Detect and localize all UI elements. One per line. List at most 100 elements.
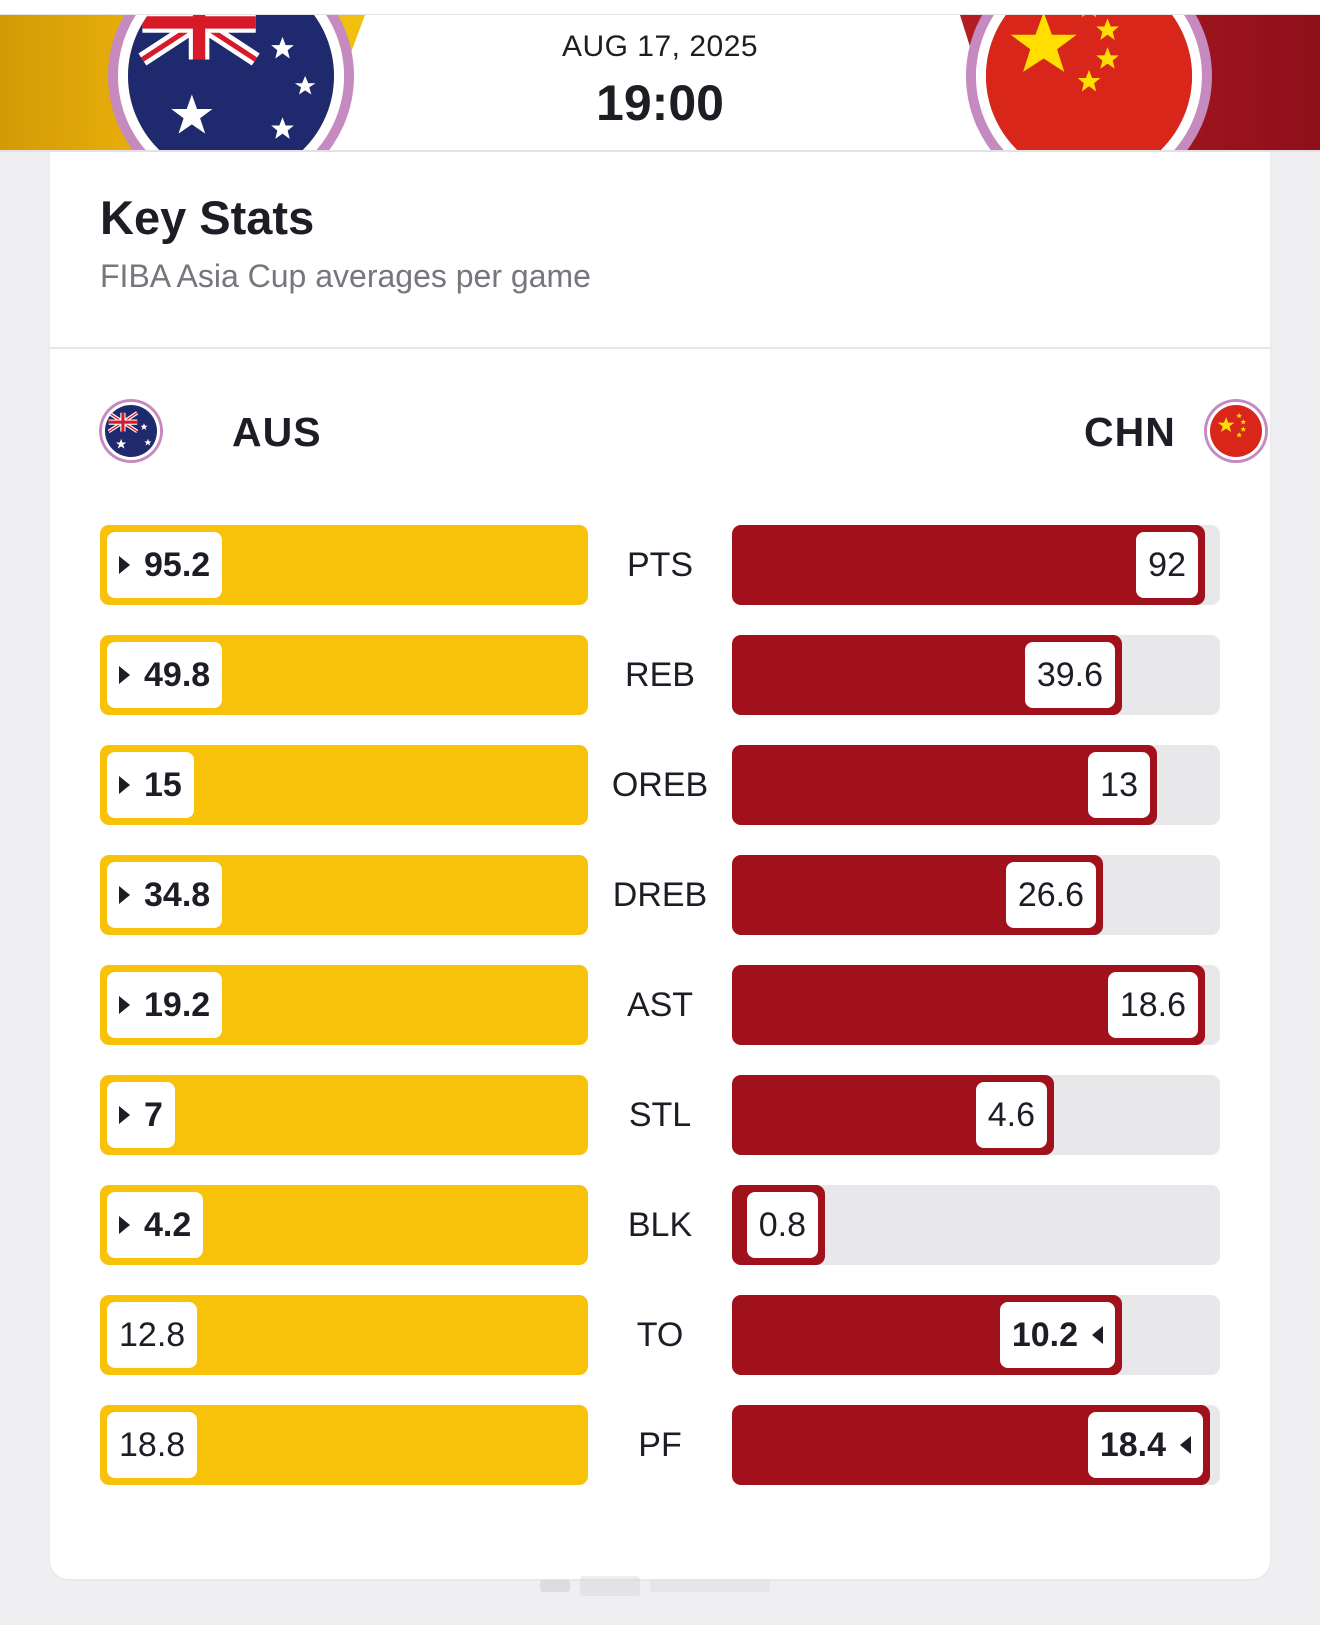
away-stat-bar: 10.2: [732, 1295, 1122, 1375]
stat-label: PF: [638, 1426, 682, 1464]
card-title: Key Stats: [100, 191, 315, 244]
home-stat-value: 18.8: [107, 1412, 198, 1478]
stat-label: AST: [626, 986, 694, 1024]
stat-label: TO: [636, 1316, 684, 1354]
home-stat-track: 18.8: [100, 1405, 588, 1485]
away-stat-bar: 4.6: [732, 1075, 1054, 1155]
home-stat-bar: 19.2: [100, 965, 588, 1045]
match-date: AUG 17, 2025: [561, 30, 759, 63]
stat-row-blk: 4.2 BLK 0.8: [50, 1185, 1270, 1265]
home-team-abbr: AUS: [232, 409, 322, 455]
home-stat-value: 12.8: [107, 1302, 198, 1368]
away-stat-value: 26.6: [1005, 862, 1096, 928]
home-stat-text: 18.8: [119, 1425, 186, 1464]
stat-row-reb: 49.8 REB 39.6: [50, 635, 1270, 715]
away-stat-track: 92: [732, 525, 1220, 605]
match-header: AUG 17, 2025 19:00: [0, 0, 1320, 152]
away-stat-text: 4.6: [987, 1095, 1035, 1134]
leader-caret-icon: [119, 886, 130, 904]
home-stat-bar: 18.8: [100, 1405, 588, 1485]
home-stat-value: 49.8: [107, 642, 223, 708]
home-stat-text: 34.8: [144, 875, 211, 914]
home-stat-value: 95.2: [107, 532, 223, 598]
away-stat-text: 18.6: [1119, 985, 1186, 1024]
stat-label: DREB: [612, 876, 708, 914]
home-stat-track: 34.8: [100, 855, 588, 935]
away-stat-value: 92: [1136, 532, 1198, 598]
away-stat-text: 10.2: [1011, 1315, 1078, 1354]
watermark-icon: [540, 1576, 770, 1596]
away-stat-track: 0.8: [732, 1185, 1220, 1265]
stat-row-pts: 95.2 PTS 92: [50, 525, 1270, 605]
card-subtitle: FIBA Asia Cup averages per game: [100, 258, 591, 294]
away-team-abbr: CHN: [1084, 409, 1176, 455]
away-team-header[interactable]: CHN: [1030, 402, 1266, 460]
home-stat-bar: 7: [100, 1075, 588, 1155]
leader-caret-icon: [119, 666, 130, 684]
stat-label: OREB: [611, 766, 709, 804]
stat-label: STL: [628, 1096, 692, 1134]
away-stat-text: 92: [1148, 545, 1186, 584]
home-stat-track: 12.8: [100, 1295, 588, 1375]
away-stat-value: 13: [1088, 752, 1150, 818]
away-stat-bar: 18.6: [732, 965, 1205, 1045]
divider: [50, 347, 1270, 349]
away-stat-track: 18.4: [732, 1405, 1220, 1485]
leader-caret-icon: [119, 776, 130, 794]
away-stat-track: 26.6: [732, 855, 1220, 935]
home-stat-bar: 4.2: [100, 1185, 588, 1265]
away-stat-text: 26.6: [1017, 875, 1084, 914]
home-stat-value: 7: [107, 1082, 175, 1148]
home-stat-bar: 34.8: [100, 855, 588, 935]
stat-row-stl: 7 STL 4.6: [50, 1075, 1270, 1155]
away-stat-value: 4.6: [975, 1082, 1047, 1148]
away-stat-track: 10.2: [732, 1295, 1220, 1375]
china-flag-icon[interactable]: [976, 0, 1202, 150]
away-stat-value: 18.6: [1107, 972, 1198, 1038]
away-stat-bar: 0.8: [732, 1185, 825, 1265]
away-stat-bar: 92: [732, 525, 1205, 605]
leader-caret-icon: [119, 1106, 130, 1124]
home-stat-bar: 12.8: [100, 1295, 588, 1375]
stat-row-dreb: 34.8 DREB 26.6: [50, 855, 1270, 935]
away-stat-text: 39.6: [1036, 655, 1103, 694]
home-stat-bar: 49.8: [100, 635, 588, 715]
australia-flag-icon: [102, 402, 160, 460]
home-stat-value: 34.8: [107, 862, 223, 928]
away-stat-text: 0.8: [758, 1205, 806, 1244]
stat-label: REB: [625, 656, 695, 694]
home-stat-text: 49.8: [144, 655, 211, 694]
stat-row-ast: 19.2 AST 18.6: [50, 965, 1270, 1045]
away-stat-value: 10.2: [999, 1302, 1115, 1368]
home-stat-track: 7: [100, 1075, 588, 1155]
away-stat-value: 39.6: [1024, 642, 1115, 708]
home-stat-text: 19.2: [144, 985, 211, 1024]
australia-flag-icon[interactable]: [118, 0, 344, 150]
away-stat-track: 13: [732, 745, 1220, 825]
away-stat-value: 0.8: [746, 1192, 818, 1258]
home-stat-track: 19.2: [100, 965, 588, 1045]
away-stat-bar: 39.6: [732, 635, 1122, 715]
home-stat-value: 19.2: [107, 972, 223, 1038]
away-stat-track: 4.6: [732, 1075, 1220, 1155]
away-stat-track: 18.6: [732, 965, 1220, 1045]
match-time: 19:00: [596, 75, 724, 131]
away-stat-bar: 18.4: [732, 1405, 1210, 1485]
leader-caret-icon: [119, 996, 130, 1014]
home-stat-text: 15: [144, 765, 182, 804]
stat-row-to: 12.8 TO 10.2: [50, 1295, 1270, 1375]
away-stat-value: 18.4: [1087, 1412, 1203, 1478]
leader-caret-icon: [119, 556, 130, 574]
home-stat-text: 12.8: [119, 1315, 186, 1354]
home-stat-text: 95.2: [144, 545, 211, 584]
leader-caret-icon: [1180, 1436, 1191, 1454]
china-flag-icon: [1207, 402, 1265, 460]
home-stat-value: 4.2: [107, 1192, 204, 1258]
stat-row-oreb: 15 OREB 13: [50, 745, 1270, 825]
home-stat-track: 95.2: [100, 525, 588, 605]
away-stat-bar: 26.6: [732, 855, 1103, 935]
home-stat-bar: 15: [100, 745, 588, 825]
away-stat-text: 18.4: [1099, 1425, 1166, 1464]
home-stat-bar: 95.2: [100, 525, 588, 605]
away-stat-bar: 13: [732, 745, 1157, 825]
